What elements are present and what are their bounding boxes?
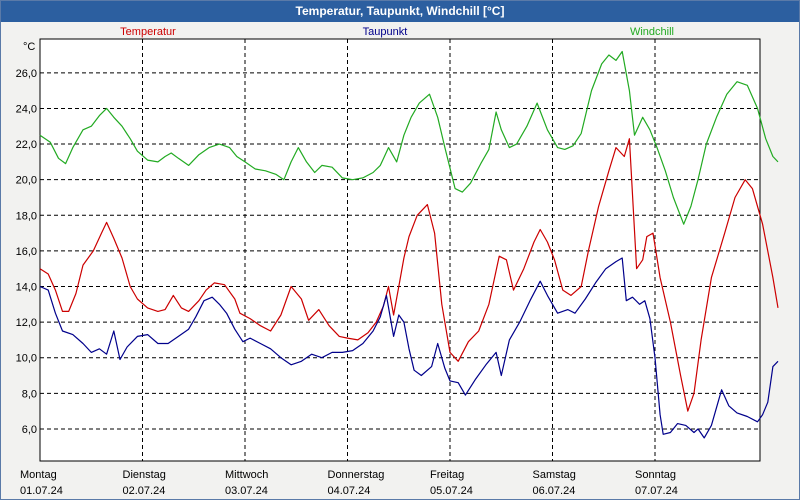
y-tick-label: 20,0 xyxy=(16,175,37,187)
y-tick-label: 22,0 xyxy=(16,139,37,151)
plot-area xyxy=(39,38,761,462)
y-tick-label: 26,0 xyxy=(16,68,37,80)
y-tick-label: 12,0 xyxy=(16,317,37,329)
grid xyxy=(40,39,760,461)
x-tick-day: Sonntag xyxy=(635,469,676,481)
x-tick-date: 06.07.24 xyxy=(533,485,576,497)
y-axis-unit: °C xyxy=(23,41,35,53)
y-axis-ticks: 6,0 8,0 10,0 12,0 14,0 16,0 18,0 20,0 22,0 24,0 26… xyxy=(16,68,37,436)
series-line-temperatur xyxy=(39,138,779,412)
y-tick-label: 6,0 xyxy=(22,424,37,436)
x-tick-date: 04.07.24 xyxy=(328,485,371,497)
x-tick-day: Samstag xyxy=(533,469,576,481)
x-tick-day: Donnerstag xyxy=(328,469,385,481)
x-tick-day: Dienstag xyxy=(123,469,166,481)
x-tick-date: 03.07.24 xyxy=(225,485,268,497)
legend-windchill: Windchill xyxy=(630,26,674,38)
x-tick-date: 02.07.24 xyxy=(123,485,166,497)
x-tick-day: Montag xyxy=(20,469,57,481)
series-line-taupunkt xyxy=(39,257,779,439)
x-tick-date: 07.07.24 xyxy=(635,485,678,497)
x-tick-day: Freitag xyxy=(430,469,464,481)
y-tick-label: 8,0 xyxy=(22,388,37,400)
y-tick-label: 14,0 xyxy=(16,282,37,294)
series-line-windchill xyxy=(39,50,779,225)
legend-temperatur: Temperatur xyxy=(120,26,176,38)
y-tick-label: 10,0 xyxy=(16,353,37,365)
legend: Temperatur Taupunkt Windchill xyxy=(120,26,674,38)
y-tick-label: 18,0 xyxy=(16,210,37,222)
x-tick-day: Mittwoch xyxy=(225,469,268,481)
window-title: Temperatur, Taupunkt, Windchill [°C] xyxy=(1,1,799,22)
series-group xyxy=(39,50,779,439)
y-tick-label: 16,0 xyxy=(16,246,37,258)
x-tick-date: 01.07.24 xyxy=(20,485,63,497)
legend-taupunkt: Taupunkt xyxy=(363,26,408,38)
x-axis-ticks: Montag 01.07.24 Dienstag 02.07.24 Mittwoch 03… xyxy=(20,469,678,497)
y-tick-label: 24,0 xyxy=(16,103,37,115)
x-tick-date: 05.07.24 xyxy=(430,485,473,497)
